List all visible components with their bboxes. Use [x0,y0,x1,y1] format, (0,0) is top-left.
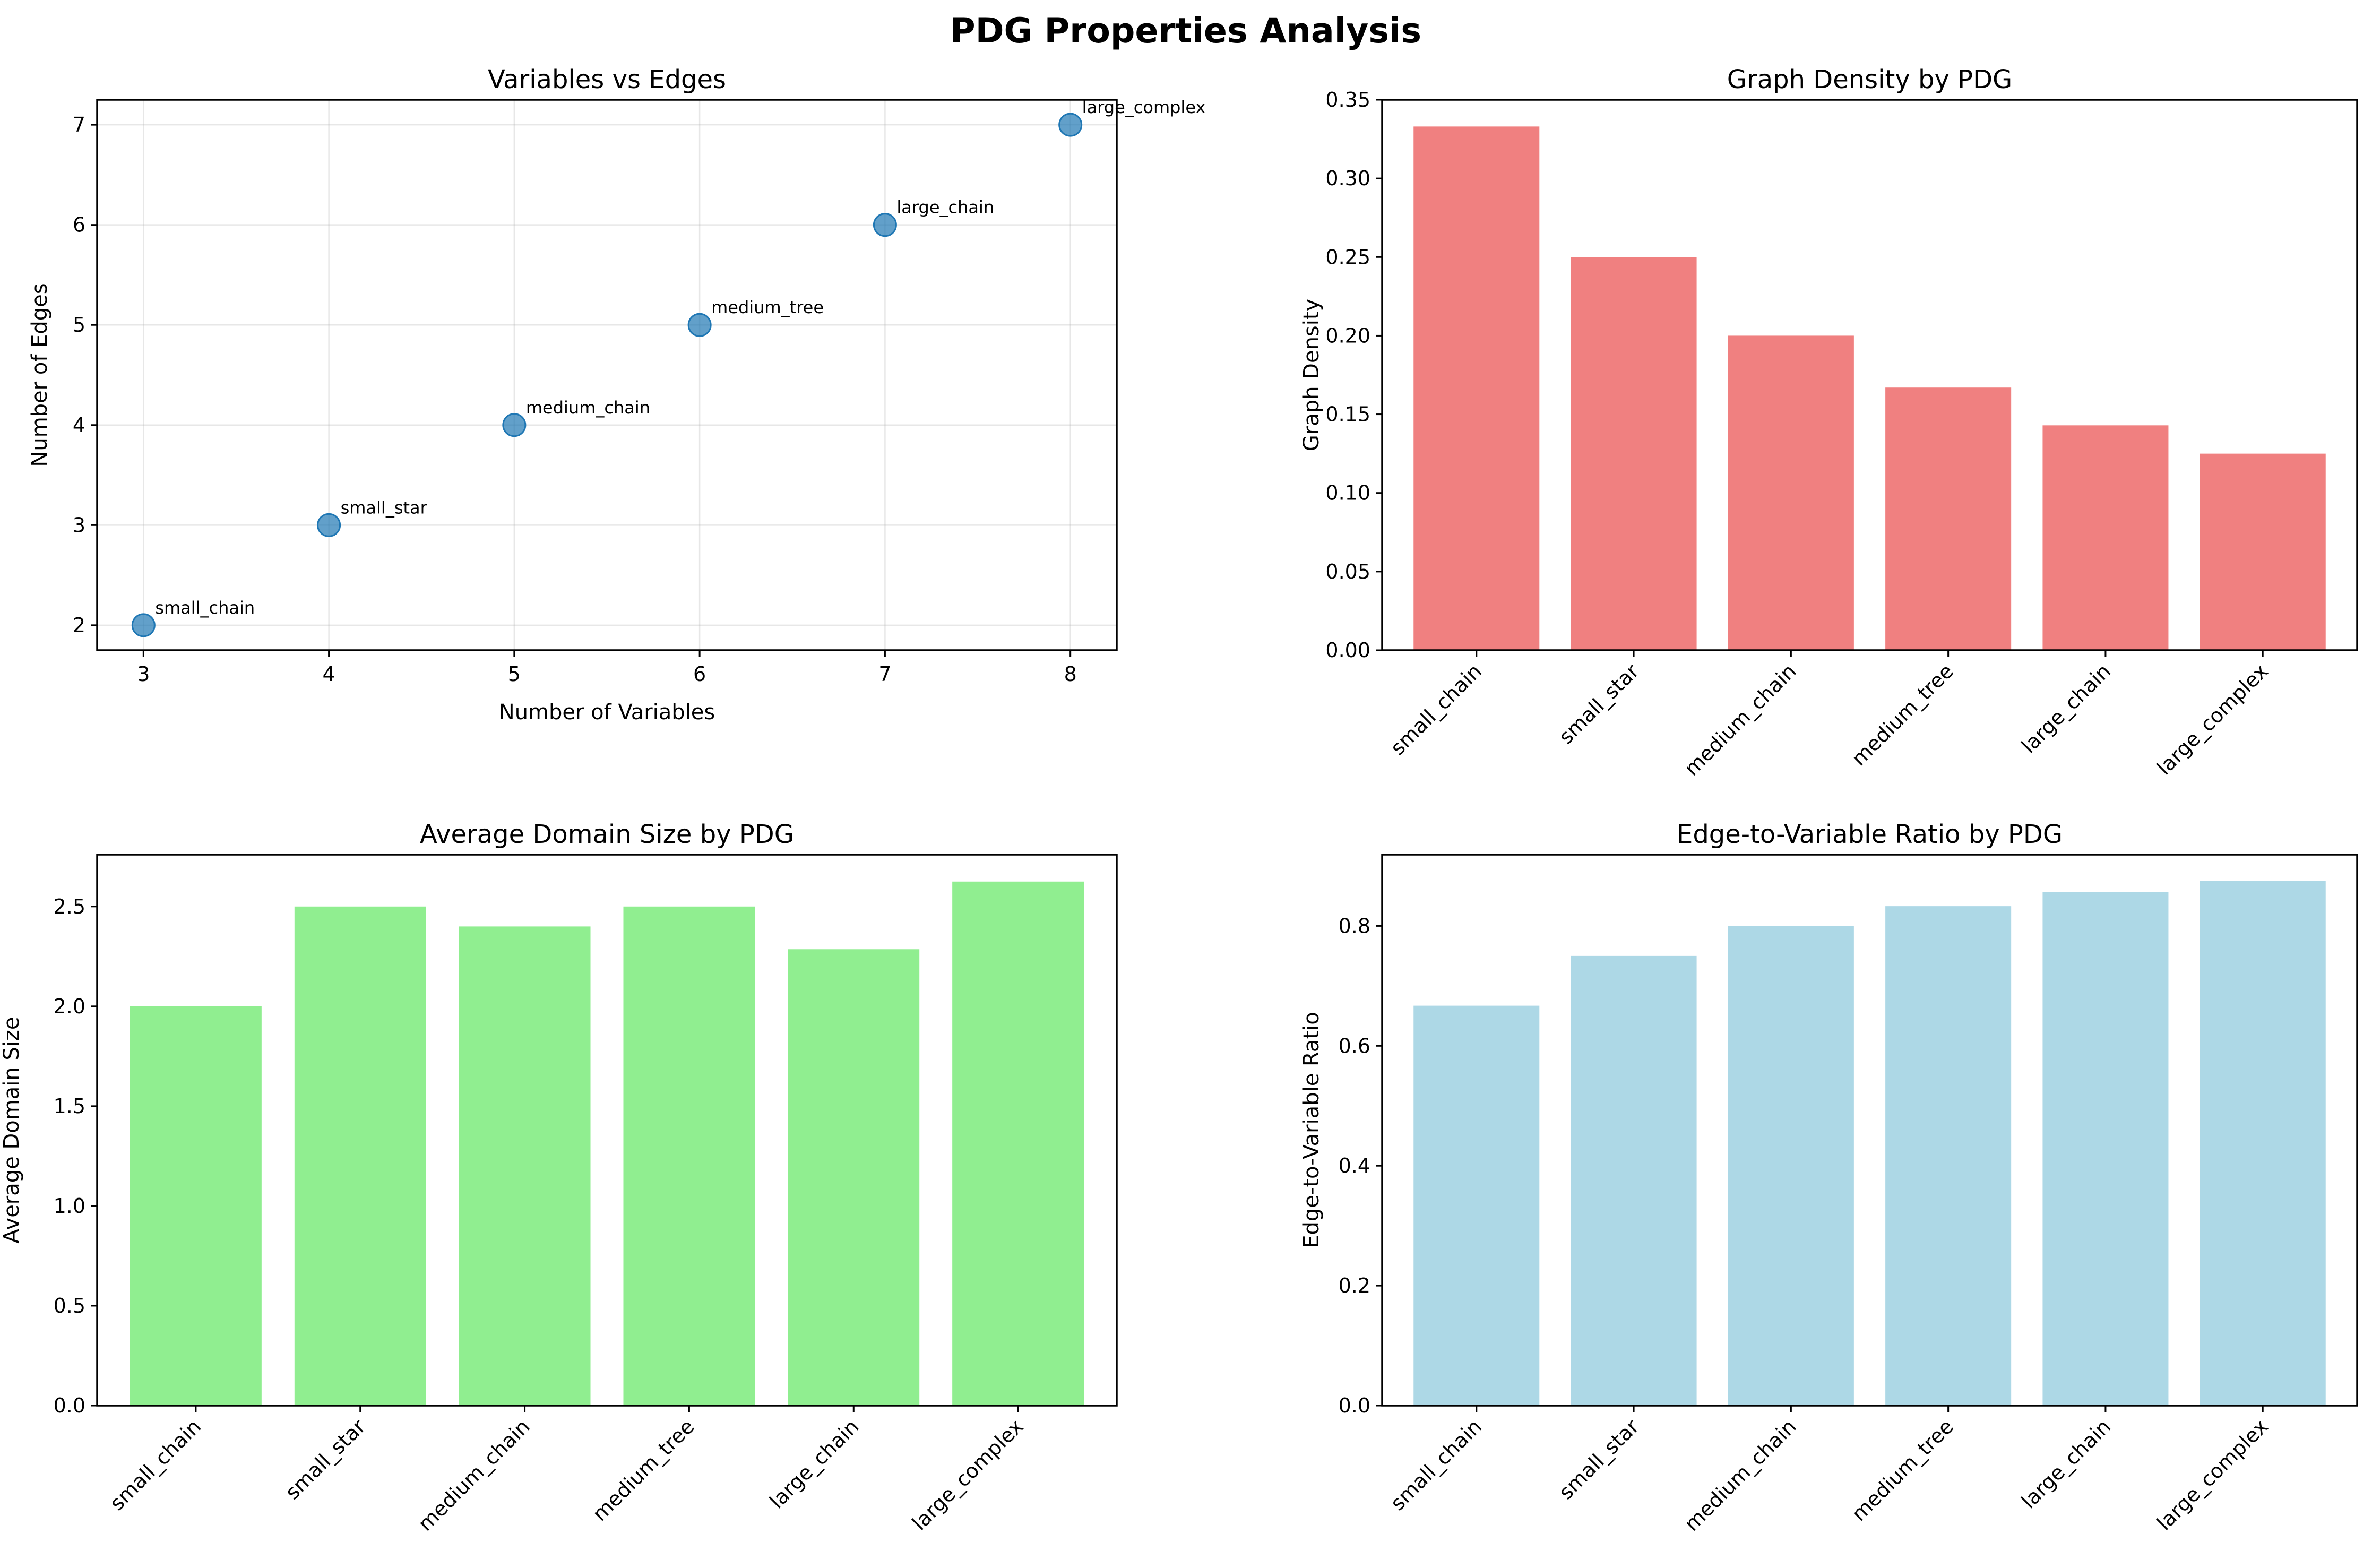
figure-title: PDG Properties Analysis [950,11,1421,51]
x-tick-label: large_complex [2152,1415,2273,1535]
bar [130,1006,262,1406]
x-tick-label: large_chain [2017,659,2115,757]
bar [1413,126,1540,650]
subplot-title: Graph Density by PDG [1727,65,2012,94]
x-tick-label: 4 [322,662,335,686]
bar [952,881,1084,1406]
y-tick-label: 0.35 [1325,88,1370,111]
data-point [131,613,156,637]
data-point [502,413,527,437]
x-tick-label: 5 [508,662,521,686]
x-tick-label: small_star [281,1415,370,1504]
bar [294,906,426,1406]
y-tick-label: 0.2 [1339,1274,1370,1297]
x-tick-label: large_chain [765,1415,863,1513]
subplot-2: Graph Density by PDG 0.00 0.05 0.10 0.15 0.20… [1299,65,2358,780]
bar [459,926,591,1406]
bar [2200,453,2326,650]
y-tick-label: 0.00 [1325,639,1370,662]
subplots: Variables vs Edgessmall_chainsmall_starm… [0,65,2358,1536]
x-tick-label: small_star [1554,1415,1643,1504]
y-tick-label: 0.4 [1339,1154,1370,1177]
axes-frame [96,854,1118,1407]
x-tick-label: medium_tree [1847,659,1958,770]
bar [2200,881,2326,1406]
subplot-1: Variables vs Edges small_chain small_star m… [28,65,1205,725]
bar [1728,335,1854,650]
y-tick-label: 0.0 [1339,1394,1370,1417]
y-tick-label: 7 [73,113,85,136]
x-tick-label: small_chain [105,1415,205,1515]
y-tick-label: 2.0 [54,995,85,1018]
x-tick-label: large_complex [908,1415,1028,1535]
y-tick-label: 0.0 [54,1394,85,1417]
subplot-title: Average Domain Size by PDG [420,820,794,849]
y-tick-label: 1.0 [54,1194,85,1218]
x-tick-label: 3 [137,662,150,686]
x-tick-label: medium_chain [1680,1415,1801,1536]
data-point [873,213,897,237]
y-tick-label: 0.6 [1339,1034,1370,1057]
point-label: large_chain [896,197,994,218]
y-tick-label: 0.25 [1325,245,1370,269]
point-label: small_star [341,497,428,518]
x-tick-label: 7 [878,662,891,686]
y-axis-label: Number of Edges [28,283,52,467]
data-point [687,313,712,337]
subplot-title: Edge-to-Variable Ratio by PDG [1677,820,2063,849]
data-point [317,513,341,537]
y-tick-label: 0.10 [1325,481,1370,505]
x-tick-label: 8 [1064,662,1077,686]
x-tick-label: large_chain [2017,1415,2115,1513]
bar [1571,257,1697,650]
bar [1885,387,2012,650]
x-tick-label: medium_tree [1847,1415,1958,1526]
y-axis-label: Edge-to-Variable Ratio [1299,1012,1324,1248]
y-tick-label: 2 [73,614,85,637]
y-tick-label: 1.5 [54,1095,85,1118]
x-tick-label: medium_chain [1680,659,1801,780]
bar [2042,425,2169,650]
y-tick-label: 5 [73,313,85,337]
y-tick-label: 0.15 [1325,403,1370,426]
subplot-title: Variables vs Edges [488,65,726,94]
bar [1413,1005,1540,1406]
y-tick-label: 0.5 [54,1294,85,1317]
axes-frame [96,99,1118,651]
subplot-4: Edge-to-Variable Ratio by PDG 0.0 0.2 0.4 0.… [1299,820,2358,1536]
y-tick-label: 0.30 [1325,167,1370,190]
bar [623,906,755,1406]
x-tick-label: small_chain [1386,1415,1486,1515]
y-tick-label: 3 [73,513,85,537]
y-axis-label: Graph Density [1299,299,1324,451]
point-label: medium_chain [526,398,650,418]
x-tick-label: small_chain [1386,659,1486,760]
y-tick-label: 0.8 [1339,914,1370,937]
x-tick-label: large_complex [2152,659,2273,780]
y-tick-label: 4 [73,413,85,437]
bar [1885,906,2012,1406]
bar [2042,892,2169,1406]
x-axis-label: Number of Variables [499,700,715,725]
axes-frame [1381,854,2358,1407]
bar [788,949,920,1406]
y-tick-label: 0.20 [1325,324,1370,347]
x-tick-label: medium_chain [413,1415,534,1536]
axes-frame [1381,99,2358,651]
y-tick-label: 2.5 [54,895,85,918]
bar [1728,926,1854,1406]
x-tick-label: 6 [693,662,706,686]
subplot-3: Average Domain Size by PDG 0.0 0.5 1.0 1.5 2.… [0,820,1118,1536]
x-tick-label: medium_tree [588,1415,699,1526]
y-axis-label: Average Domain Size [0,1016,24,1243]
y-tick-label: 0.05 [1325,560,1370,583]
y-tick-label: 6 [73,213,85,237]
data-point [1058,113,1083,137]
x-tick-label: small_star [1554,659,1643,748]
bar [1571,955,1697,1406]
point-label: medium_tree [711,297,824,317]
point-label: small_chain [155,598,255,618]
